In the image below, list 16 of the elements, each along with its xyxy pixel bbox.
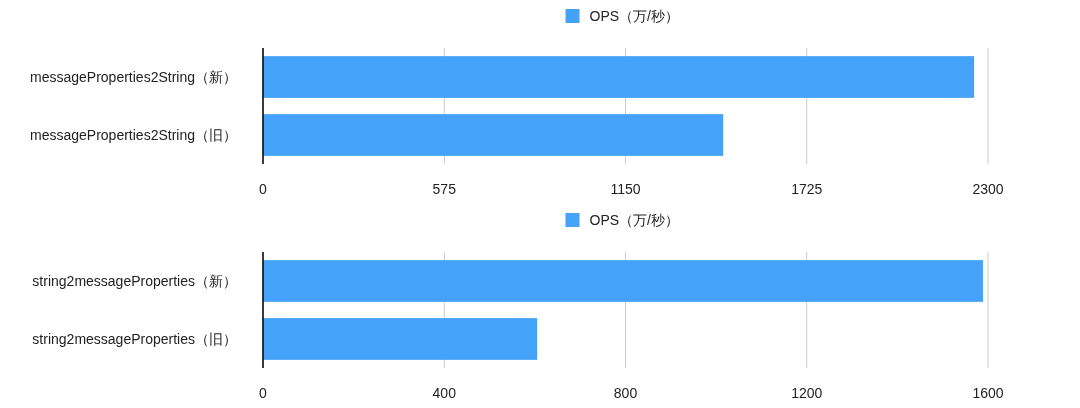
x-tick-label: 0 xyxy=(259,385,268,401)
x-tick-label: 800 xyxy=(613,385,638,401)
x-tick-label: 2300 xyxy=(972,181,1004,197)
legend-label: OPS（万/秒） xyxy=(589,8,679,24)
y-tick-label: string2messageProperties（旧） xyxy=(32,331,237,347)
x-tick-label: 0 xyxy=(259,181,268,197)
x-tick-label: 1600 xyxy=(972,385,1004,401)
x-tick-label: 1725 xyxy=(791,181,823,197)
y-tick-label: messageProperties2String（新） xyxy=(30,69,237,85)
x-tick-label: 575 xyxy=(432,181,457,197)
x-tick-label: 1150 xyxy=(610,181,641,197)
legend-label: OPS（万/秒） xyxy=(589,212,679,228)
y-tick-label: string2messageProperties（新） xyxy=(32,273,237,289)
y-tick-label: messageProperties2String（旧） xyxy=(30,127,237,143)
x-tick-label: 1200 xyxy=(791,385,823,401)
x-tick-label: 400 xyxy=(432,385,457,401)
